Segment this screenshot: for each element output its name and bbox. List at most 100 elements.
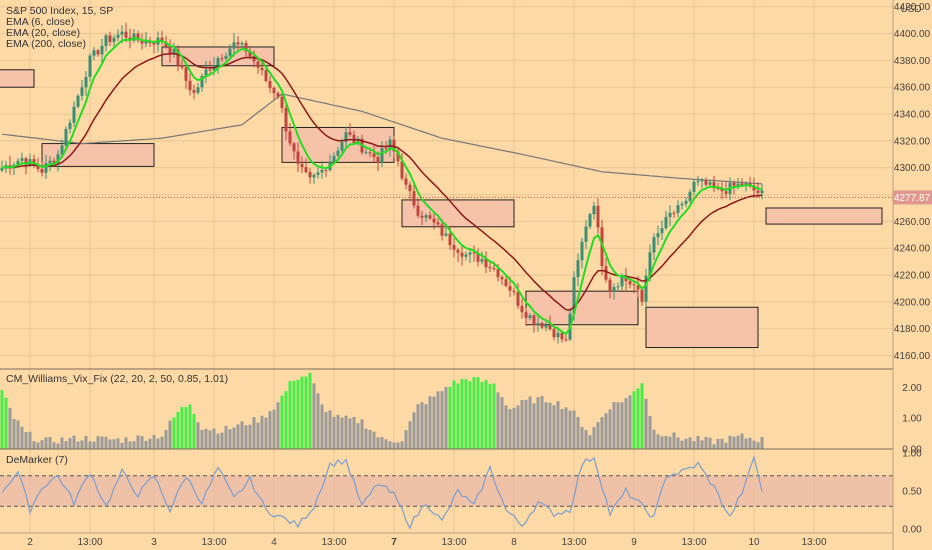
vix-bar (580, 426, 584, 449)
candle-body (692, 181, 696, 192)
vix-bar (428, 396, 432, 449)
candle-body (80, 87, 84, 96)
vix-bar (556, 401, 560, 449)
vix-bar (568, 410, 572, 449)
candle (104, 33, 108, 52)
vix-bar (644, 398, 648, 449)
vix-bar (480, 382, 484, 449)
vix-bar (408, 421, 412, 449)
vix-bar (484, 379, 488, 449)
candle (136, 30, 140, 43)
vix-bar (548, 402, 552, 449)
candle-body (672, 212, 676, 214)
candle-body (412, 191, 416, 206)
vix-bar (432, 396, 436, 449)
ema20-legend[interactable]: EMA (20, close) (6, 27, 80, 39)
vix-bar (572, 410, 576, 449)
legend: S&P 500 Index, 15, SP EMA (6, close) EMA… (6, 5, 228, 466)
candle (712, 176, 716, 193)
vix-bar (356, 423, 360, 449)
candle-body (300, 163, 304, 168)
vix-bar (0, 390, 4, 449)
candle-body (440, 224, 444, 236)
vix-bar (204, 428, 208, 449)
candle-body (64, 128, 68, 146)
candle (352, 130, 356, 145)
candle-body (732, 182, 736, 186)
ema200-legend[interactable]: EMA (200, close) (6, 38, 86, 50)
candle-body (716, 188, 720, 190)
candle (656, 225, 660, 246)
vix-bar (120, 442, 124, 449)
candle (100, 38, 104, 63)
candle-body (92, 50, 96, 56)
vix-bar (488, 383, 492, 449)
candle (68, 119, 72, 134)
candle-body (184, 67, 188, 81)
candle-body (660, 228, 664, 234)
candle-body (496, 269, 500, 278)
vix-bar (56, 443, 60, 449)
candle (344, 126, 348, 148)
vix-bar (576, 416, 580, 449)
symbol-title[interactable]: S&P 500 Index, 15, SP (6, 5, 113, 17)
candle (584, 219, 588, 249)
vix-bar (628, 395, 632, 449)
candle (312, 173, 316, 184)
demarker-legend[interactable]: DeMarker (7) (6, 454, 68, 466)
vix-bar (52, 442, 56, 449)
vix-bar (364, 428, 368, 449)
candle-body (608, 279, 612, 292)
vix-bar (536, 397, 540, 449)
candle (736, 177, 740, 190)
price-tick-label: 4160.00 (894, 351, 931, 362)
candle-body (140, 40, 144, 44)
candle (216, 56, 220, 74)
candle (396, 146, 400, 167)
candle (596, 198, 600, 234)
vix-bar (476, 377, 480, 449)
time-tick-label: 3 (151, 537, 157, 548)
vix-fix-legend[interactable]: CM_Williams_Vix_Fix (22, 20, 2, 50, 0.85… (6, 373, 228, 385)
candle-body (708, 182, 712, 185)
candle (116, 29, 120, 41)
zone-sell (765, 207, 883, 225)
vix-bar (24, 432, 28, 449)
candle-body (84, 76, 88, 88)
candle (180, 59, 184, 70)
candlesticks[interactable] (0, 22, 764, 344)
price-tick-label: 4300.00 (894, 163, 931, 174)
candle-body (224, 55, 228, 59)
vix-bar (48, 436, 52, 449)
candle (456, 247, 460, 262)
candle-body (376, 156, 380, 163)
candle-body (736, 183, 740, 186)
vix-bar (492, 383, 496, 449)
demarker-line[interactable] (0, 455, 893, 530)
time-axis[interactable]: 2 13:00 3 13:00 4 13:00 7 13:00 8 13:00 9 13:00 10 13… (27, 537, 827, 548)
vix-bar (116, 438, 120, 449)
ema6-legend[interactable]: EMA (6, close) (6, 16, 74, 28)
vix-bar (656, 434, 660, 449)
candle-body (356, 138, 360, 143)
candle-body (56, 154, 60, 163)
vix-bar (744, 438, 748, 449)
candle-body (504, 279, 508, 287)
candle-body (584, 226, 588, 242)
vix-fix-histogram[interactable] (0, 372, 764, 449)
vix-bar (276, 402, 280, 449)
time-tick-label: 10 (748, 537, 760, 548)
candle-body (448, 233, 452, 246)
candle-body (512, 290, 516, 293)
zone-sell (0, 69, 35, 88)
candle-body (464, 254, 468, 257)
time-tick-label: 13:00 (801, 537, 826, 548)
vix-bar (564, 407, 568, 449)
vix-bar (584, 430, 588, 449)
vix-bar (112, 439, 116, 449)
price-axis[interactable]: 4160.00 4180.00 4200.00 4220.00 4240.00 4260.… (0, 2, 931, 362)
candle-body (372, 153, 376, 157)
candle-body (144, 41, 148, 44)
time-tick-label: 8 (511, 537, 517, 548)
